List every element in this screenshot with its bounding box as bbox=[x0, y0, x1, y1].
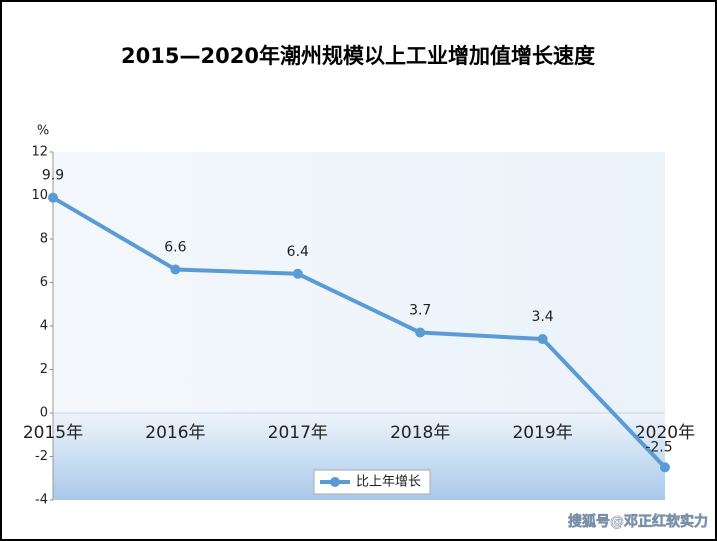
watermark: 搜狐号@邓正红软实力 bbox=[568, 513, 708, 530]
data-point bbox=[48, 192, 58, 203]
x-tick-label: 2017年 bbox=[268, 423, 328, 443]
data-label: 6.4 bbox=[287, 244, 309, 260]
y-tick-label: 0 bbox=[40, 406, 48, 421]
data-point bbox=[170, 264, 181, 275]
chart-title: 2015—2020年潮州规模以上工业增加值增长速度 bbox=[121, 44, 595, 68]
y-tick-label: 10 bbox=[31, 188, 48, 203]
legend-marker bbox=[330, 477, 340, 487]
x-tick-label: 2015年 bbox=[23, 423, 83, 443]
data-label: 9.9 bbox=[42, 168, 64, 184]
plot-background bbox=[53, 152, 665, 413]
x-tick-label: 2018年 bbox=[390, 423, 450, 443]
y-tick-label: 6 bbox=[40, 275, 48, 290]
data-point bbox=[415, 327, 426, 338]
y-tick-label: 4 bbox=[40, 319, 48, 334]
x-tick-label: 2019年 bbox=[512, 423, 572, 443]
data-point bbox=[660, 462, 670, 473]
data-point bbox=[537, 334, 548, 345]
data-label: 6.6 bbox=[164, 239, 186, 255]
y-axis-label: % bbox=[37, 124, 49, 139]
y-tick-label: 12 bbox=[31, 145, 48, 160]
y-tick-label: 2 bbox=[40, 362, 48, 377]
data-label: 3.4 bbox=[531, 309, 553, 325]
y-tick-label: -4 bbox=[35, 493, 48, 508]
data-label: -2.5 bbox=[645, 439, 672, 455]
x-tick-label: 2020年 bbox=[635, 423, 695, 443]
y-tick-label: 8 bbox=[40, 232, 48, 247]
data-line bbox=[51, 195, 667, 469]
x-tick-label: 2016年 bbox=[145, 423, 205, 443]
y-tick-label: -2 bbox=[35, 449, 48, 464]
data-label: 3.7 bbox=[409, 303, 431, 319]
legend-label: 比上年增长 bbox=[356, 475, 421, 490]
data-point bbox=[292, 268, 303, 279]
